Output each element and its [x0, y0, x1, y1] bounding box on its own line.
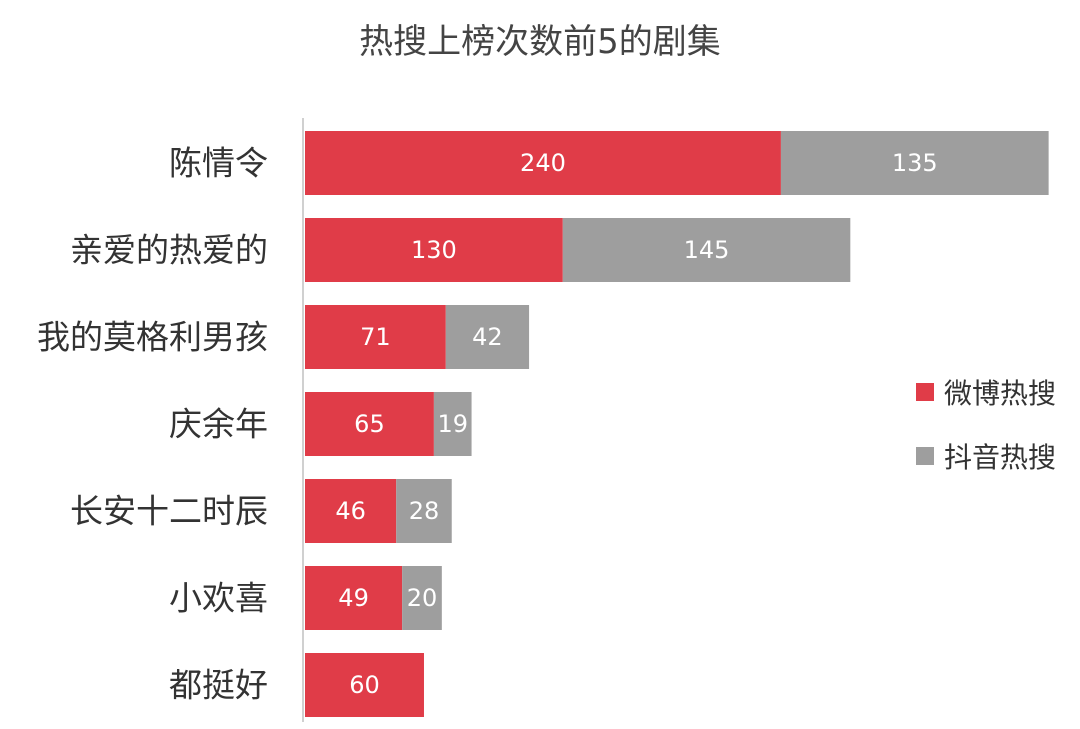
legend-label: 抖音热搜 — [944, 441, 1057, 474]
data-label: 60 — [349, 671, 380, 699]
category-label: 都挺好 — [169, 666, 268, 705]
chart-title: 热搜上榜次数前5的剧集 — [359, 22, 721, 62]
bar-douyin — [445, 305, 530, 369]
legend-label: 微博热搜 — [944, 377, 1057, 410]
category-label: 小欢喜 — [169, 579, 268, 618]
data-label: 20 — [407, 584, 438, 612]
data-label: 49 — [338, 584, 369, 612]
data-label: 28 — [409, 497, 440, 525]
category-label: 亲爱的热爱的 — [70, 231, 268, 270]
legend-item: 微博热搜 — [916, 372, 1056, 412]
category-label: 陈情令 — [169, 144, 268, 183]
legend-item: 抖音热搜 — [916, 436, 1056, 476]
bar-weibo — [305, 131, 781, 195]
data-label: 42 — [472, 323, 503, 351]
legend-swatch — [916, 383, 934, 401]
data-label: 46 — [335, 497, 366, 525]
bar-weibo — [305, 218, 563, 282]
bar-weibo — [305, 479, 397, 543]
data-label: 240 — [520, 149, 566, 177]
data-label: 19 — [437, 410, 468, 438]
category-label: 庆余年 — [169, 405, 268, 444]
bar-douyin — [562, 218, 851, 282]
data-label: 135 — [892, 149, 938, 177]
category-label: 我的莫格利男孩 — [37, 318, 268, 357]
bar-weibo — [305, 653, 424, 717]
bar-douyin — [433, 392, 472, 456]
bar-douyin — [780, 131, 1049, 195]
legend: 微博热搜 抖音热搜 — [916, 372, 1056, 500]
category-label: 长安十二时辰 — [70, 492, 268, 531]
bar-weibo — [305, 305, 446, 369]
bar-weibo — [305, 392, 434, 456]
bar-douyin — [402, 566, 442, 630]
bar-douyin — [396, 479, 452, 543]
bar-labels: 240 135 130 145 71 42 65 19 46 28 49 20 60 — [335, 149, 937, 699]
bar-weibo — [305, 566, 403, 630]
legend-swatch — [916, 447, 934, 465]
data-label: 130 — [411, 236, 457, 264]
data-label: 145 — [684, 236, 730, 264]
data-label: 65 — [354, 410, 385, 438]
data-label: 71 — [360, 323, 391, 351]
bars — [305, 131, 1049, 717]
